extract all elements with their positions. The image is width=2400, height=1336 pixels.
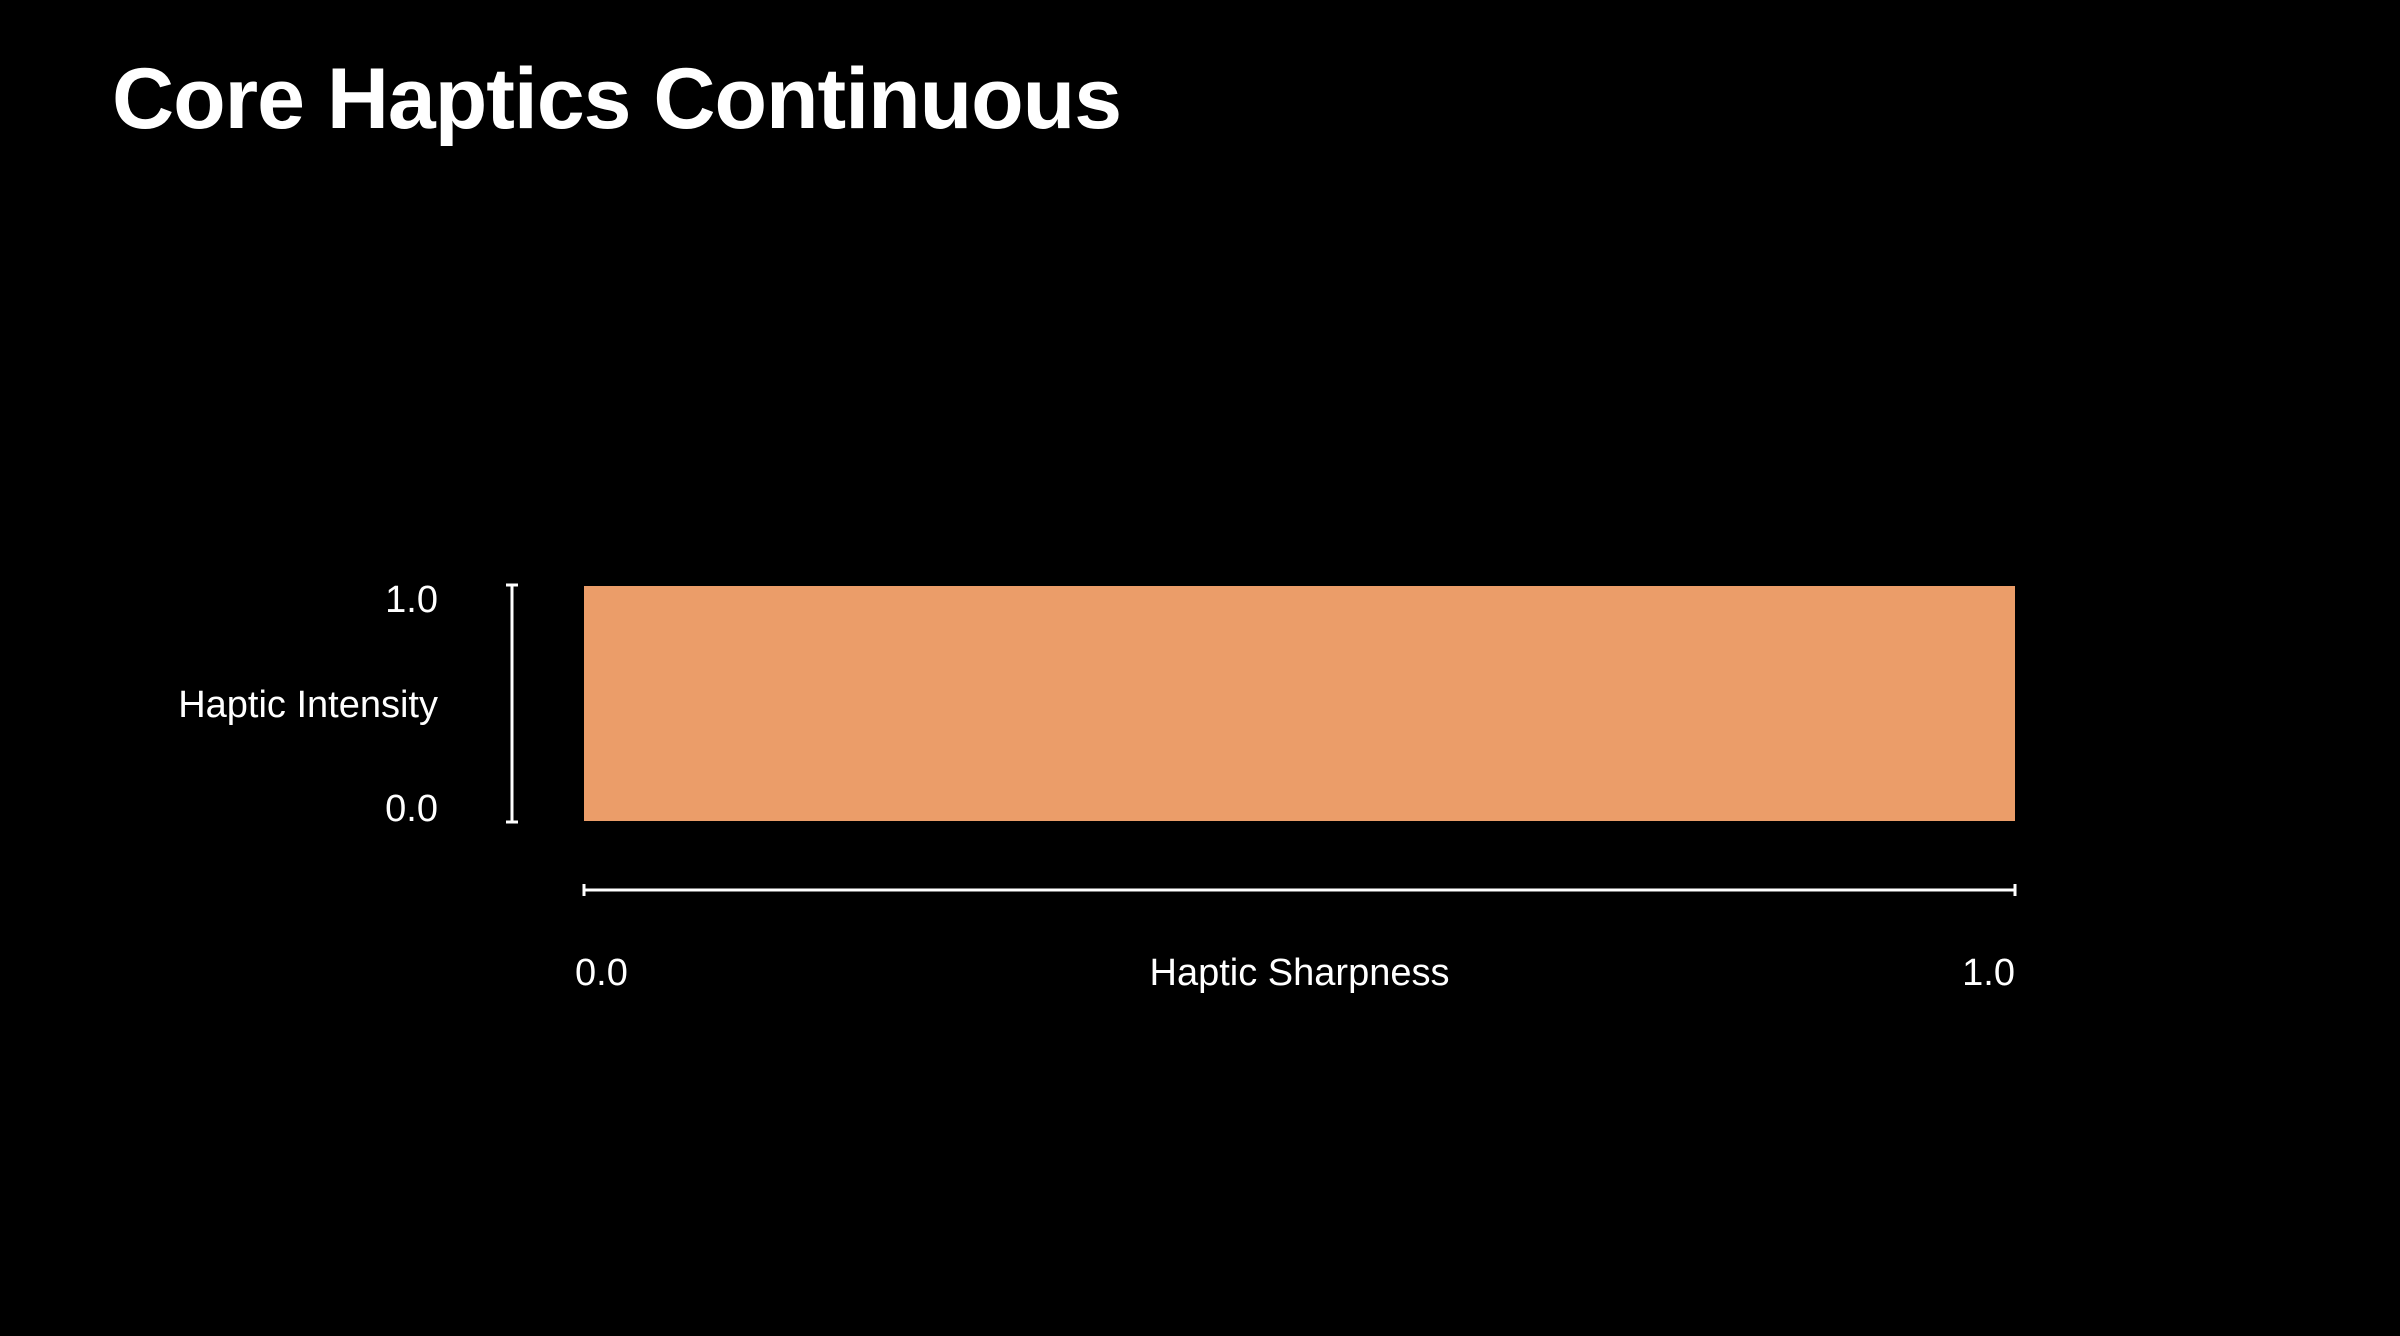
chart-marks [584, 586, 2015, 821]
y-tick-label-min: 0.0 [385, 788, 438, 830]
intensity-area-series-0 [584, 586, 2015, 821]
y-tick-label-max: 1.0 [385, 579, 438, 621]
y-axis-label: Haptic Intensity [178, 684, 438, 726]
x-axis-label: Haptic Sharpness [1150, 952, 1450, 994]
x-tick-label-min: 0.0 [575, 952, 628, 994]
y-axis: 1.0 Haptic Intensity 0.0 [178, 579, 518, 830]
x-tick-label-max: 1.0 [1962, 952, 2015, 994]
slide-title: Core Haptics Continuous [112, 51, 1122, 147]
x-axis: 0.0 Haptic Sharpness 1.0 [575, 884, 2017, 994]
